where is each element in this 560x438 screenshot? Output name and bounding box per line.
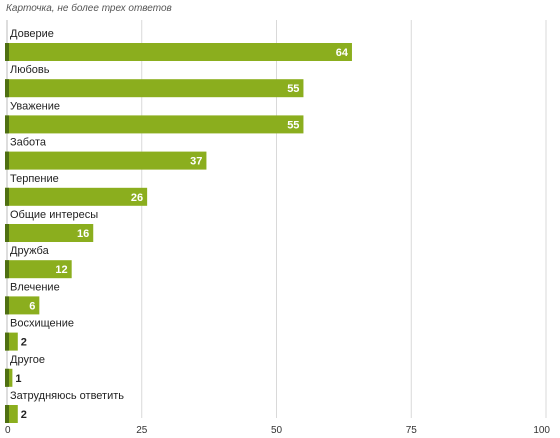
- bar-edge: [5, 187, 9, 206]
- bar: [5, 115, 304, 134]
- bar-edge: [5, 79, 9, 98]
- bar-value-label: 1: [15, 373, 21, 385]
- category-label: Затрудняюсь ответить: [10, 390, 124, 402]
- x-tick-label: 0: [5, 425, 11, 436]
- category-label: Восхищение: [10, 318, 74, 330]
- category-label: Доверие: [10, 28, 54, 40]
- bar-value-label: 2: [21, 337, 27, 349]
- category-label: Любовь: [10, 64, 50, 76]
- bar: [5, 296, 40, 315]
- bar-edge: [5, 151, 9, 170]
- x-tick-label: 75: [406, 425, 418, 436]
- category-label: Терпение: [10, 173, 59, 185]
- bar-value-label: 64: [336, 47, 349, 59]
- bar-edge: [5, 260, 9, 279]
- bar-edge: [5, 368, 9, 387]
- bar-edge: [5, 43, 9, 61]
- bar-value-label: 55: [287, 119, 299, 131]
- chart-header-note: Карточка, не более трех ответов: [6, 3, 172, 14]
- x-tick-label: 25: [136, 425, 148, 436]
- bar-value-label: 12: [55, 264, 67, 276]
- x-tick-label: 100: [533, 425, 550, 436]
- bar-edge: [5, 405, 9, 423]
- bar: [5, 43, 352, 61]
- bar: [5, 224, 94, 242]
- bar-edge: [5, 332, 9, 351]
- bar-value-label: 16: [77, 228, 89, 240]
- bar-value-label: 6: [29, 300, 35, 312]
- bar-value-label: 55: [287, 83, 299, 95]
- bar: [5, 79, 304, 98]
- bar-edge: [5, 296, 9, 315]
- category-label: Другое: [10, 354, 45, 366]
- bar-value-label: 2: [21, 409, 27, 421]
- category-label: Уважение: [10, 100, 60, 112]
- category-label: Общие интересы: [10, 209, 98, 221]
- bar-value-label: 26: [131, 192, 143, 204]
- bar-edge: [5, 224, 9, 242]
- x-tick-label: 50: [271, 425, 283, 436]
- bar: [5, 151, 207, 170]
- category-label: Забота: [10, 137, 47, 149]
- category-label: Дружба: [10, 245, 50, 257]
- category-label: Влечение: [10, 281, 60, 293]
- bar: [5, 260, 72, 279]
- bar-value-label: 37: [190, 156, 202, 168]
- bar-edge: [5, 115, 9, 134]
- bar: [5, 187, 148, 206]
